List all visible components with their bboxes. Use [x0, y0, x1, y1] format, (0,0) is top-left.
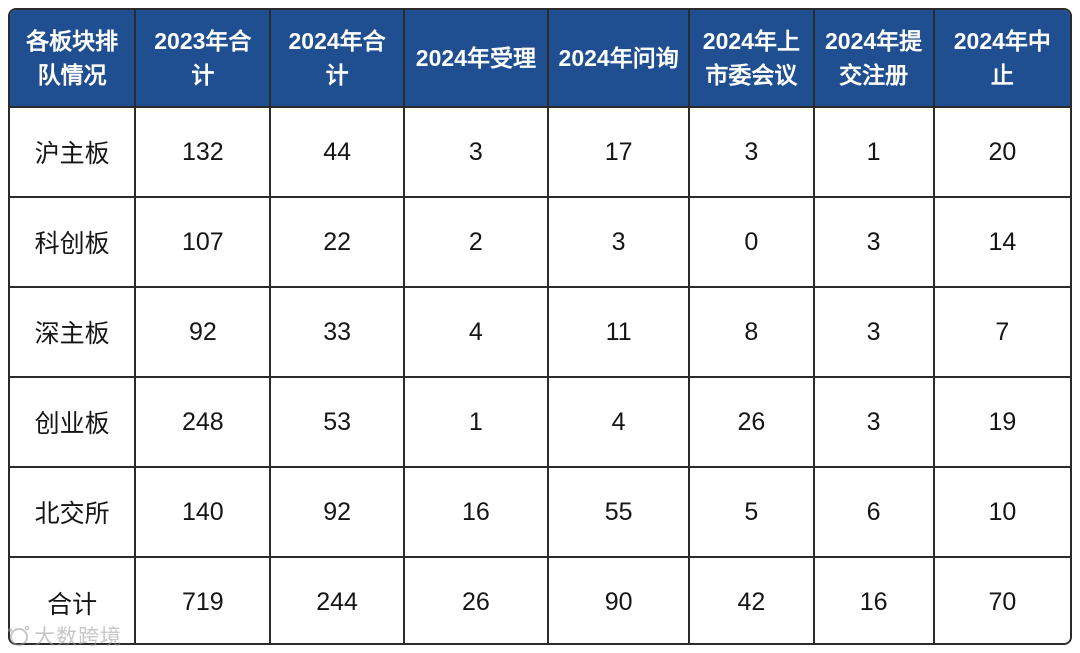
value-cell: 26: [688, 376, 815, 468]
value-cell: 92: [269, 466, 405, 558]
header-cell-2024-total: 2024年合 计: [269, 10, 405, 108]
value-cell: 11: [546, 286, 691, 378]
row-label-cell: 沪主板: [10, 106, 137, 198]
row-label-cell: 合计: [10, 556, 137, 643]
value-cell: 140: [134, 466, 272, 558]
row-label-cell: 科创板: [10, 196, 137, 288]
value-cell: 14: [932, 196, 1070, 288]
value-cell: 7: [932, 286, 1070, 378]
value-cell: 42: [688, 556, 815, 643]
table-row: 科创板 107 22 2 3 0 3 14: [10, 196, 1070, 288]
value-cell: 1: [812, 106, 935, 198]
value-cell: 3: [812, 286, 935, 378]
queue-status-table: 各板块排 队情况 2023年合 计 2024年合 计 2024年受理 2024年…: [10, 10, 1070, 643]
header-cell-2024-suspended: 2024年中 止: [932, 10, 1070, 108]
value-cell: 26: [402, 556, 550, 643]
table-row: 沪主板 132 44 3 17 3 1 20: [10, 106, 1070, 198]
value-cell: 10: [932, 466, 1070, 558]
header-cell-2024-accepted: 2024年受理: [402, 10, 550, 108]
value-cell: 55: [546, 466, 691, 558]
table-row-total: 合计 719 244 26 90 42 16 70: [10, 556, 1070, 643]
value-cell: 5: [688, 466, 815, 558]
queue-status-table-wrapper: 各板块排 队情况 2023年合 计 2024年合 计 2024年受理 2024年…: [8, 8, 1072, 645]
header-cell-2024-inquiry: 2024年问询: [546, 10, 691, 108]
value-cell: 4: [546, 376, 691, 468]
value-cell: 3: [546, 196, 691, 288]
value-cell: 107: [134, 196, 272, 288]
value-cell: 3: [402, 106, 550, 198]
value-cell: 719: [134, 556, 272, 643]
value-cell: 1: [402, 376, 550, 468]
row-label-cell: 深主板: [10, 286, 137, 378]
table-row: 北交所 140 92 16 55 5 6 10: [10, 466, 1070, 558]
header-cell-2023-total: 2023年合 计: [134, 10, 272, 108]
value-cell: 92: [134, 286, 272, 378]
value-cell: 3: [812, 376, 935, 468]
header-cell-2024-registration: 2024年提 交注册: [812, 10, 935, 108]
value-cell: 90: [546, 556, 691, 643]
table-row: 深主板 92 33 4 11 8 3 7: [10, 286, 1070, 378]
value-cell: 16: [402, 466, 550, 558]
row-label-cell: 北交所: [10, 466, 137, 558]
row-label-cell: 创业板: [10, 376, 137, 468]
value-cell: 44: [269, 106, 405, 198]
value-cell: 244: [269, 556, 405, 643]
table-row: 创业板 248 53 1 4 26 3 19: [10, 376, 1070, 468]
value-cell: 33: [269, 286, 405, 378]
value-cell: 3: [812, 196, 935, 288]
value-cell: 17: [546, 106, 691, 198]
value-cell: 70: [932, 556, 1070, 643]
value-cell: 2: [402, 196, 550, 288]
value-cell: 3: [688, 106, 815, 198]
value-cell: 0: [688, 196, 815, 288]
header-row: 各板块排 队情况 2023年合 计 2024年合 计 2024年受理 2024年…: [10, 10, 1070, 108]
value-cell: 132: [134, 106, 272, 198]
value-cell: 19: [932, 376, 1070, 468]
value-cell: 4: [402, 286, 550, 378]
value-cell: 53: [269, 376, 405, 468]
value-cell: 20: [932, 106, 1070, 198]
header-cell-2024-committee: 2024年上 市委会议: [688, 10, 815, 108]
value-cell: 248: [134, 376, 272, 468]
value-cell: 8: [688, 286, 815, 378]
header-cell-board: 各板块排 队情况: [10, 10, 137, 108]
value-cell: 6: [812, 466, 935, 558]
value-cell: 16: [812, 556, 935, 643]
value-cell: 22: [269, 196, 405, 288]
